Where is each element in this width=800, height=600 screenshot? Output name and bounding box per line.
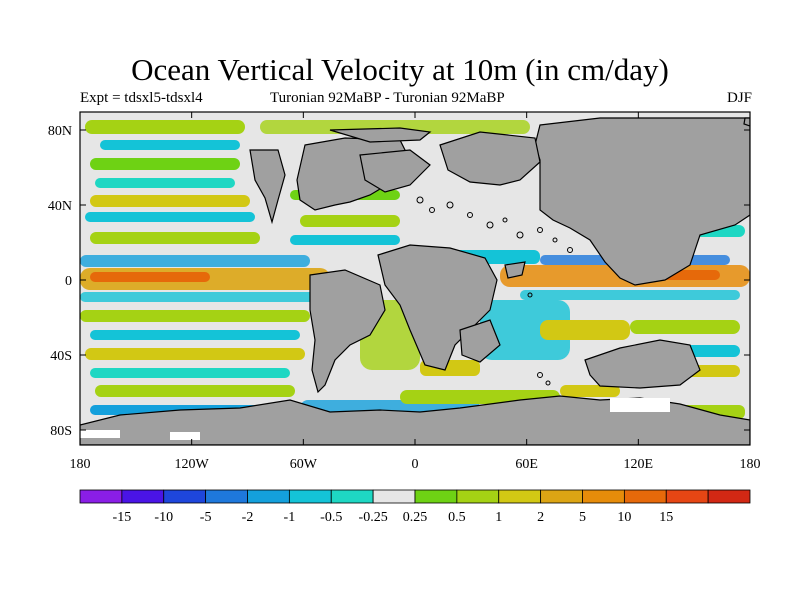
lat-label: 40S: [50, 349, 72, 364]
lon-label: 0: [412, 457, 419, 472]
colorbar-swatch: [79, 489, 123, 504]
colorbar-label: -0.5: [320, 510, 342, 525]
small-island: [743, 117, 750, 127]
colorbar-swatch: [121, 489, 165, 504]
lon-label: 120E: [624, 457, 654, 472]
europe-landmass: [439, 131, 541, 186]
south-america: [309, 269, 386, 394]
laurentia-island: [359, 149, 431, 193]
lat-label: 80N: [48, 124, 72, 139]
lat-label: 40N: [48, 199, 72, 214]
lat-label: 0: [65, 274, 72, 289]
east-africa-island: [504, 261, 526, 279]
island-outlines: [416, 196, 573, 386]
colorbar-label: -5: [200, 510, 212, 525]
colorbar-swatch: [623, 489, 667, 504]
colorbar-swatch: [163, 489, 207, 504]
colorbar-label: 1: [495, 510, 502, 525]
colorbar-swatch: [205, 489, 248, 504]
colorbar-swatch: [414, 489, 458, 504]
colorbar-swatch: [498, 489, 542, 504]
colorbar-swatch: [330, 489, 374, 504]
colorbar-swatch: [372, 489, 416, 504]
lon-label: 180: [70, 457, 91, 472]
latitude-axis: 80N 40N 0 40S 80S: [48, 124, 750, 439]
lon-label: 60E: [515, 457, 538, 472]
colorbar-label: -15: [113, 510, 132, 525]
longitude-axis: 180 120W 60W 0 60E 120E 180: [70, 112, 761, 472]
antarctica: [80, 395, 750, 445]
missing-data-patches: [80, 398, 670, 440]
colorbar-swatch: [665, 489, 709, 504]
map-title: Ocean Vertical Velocity at 10m (in cm/da…: [131, 52, 669, 87]
land-masses: [80, 117, 750, 445]
colorbar-label: -1: [284, 510, 296, 525]
colorbar-label: -10: [154, 510, 173, 525]
season-label: DJF: [726, 90, 752, 106]
colorbar-label: 10: [617, 510, 631, 525]
western-north-america: [249, 149, 286, 225]
australia: [584, 339, 701, 389]
colorbar-swatch: [456, 489, 500, 504]
colorbar-label: -2: [242, 510, 254, 525]
map-plot-area: [80, 112, 750, 445]
experiment-label: Expt = tdsxl5-tdsxl4: [80, 90, 203, 106]
lon-label: 60W: [290, 457, 318, 472]
lon-label: 120W: [175, 457, 210, 472]
asia-landmass: [534, 117, 750, 286]
colorbar-label: 0.25: [403, 510, 428, 525]
velocity-field: [80, 120, 750, 436]
greenland-arctic: [329, 127, 432, 143]
colorbar-swatch: [582, 489, 625, 504]
colorbar-label: 5: [579, 510, 586, 525]
colorbar-swatch: [707, 489, 751, 504]
colorbar-swatch: [540, 489, 583, 504]
colorbar-swatch: [247, 489, 290, 504]
colorbar-label: 2: [537, 510, 544, 525]
colorbar-swatch: [288, 489, 332, 504]
colorbar-label: 0.5: [448, 510, 466, 525]
colorbar-label: 15: [659, 510, 673, 525]
lon-label: 180: [740, 457, 761, 472]
colorbar-label: -0.25: [359, 510, 388, 525]
colorbar: -15 -10 -5 -2 -1 -0.5 -0.25 0.25 0.5 1 2 5 10 15: [79, 489, 751, 525]
india-madagascar: [459, 319, 501, 363]
period-label: Turonian 92MaBP - Turonian 92MaBP: [270, 90, 505, 106]
lat-label: 80S: [50, 424, 72, 439]
